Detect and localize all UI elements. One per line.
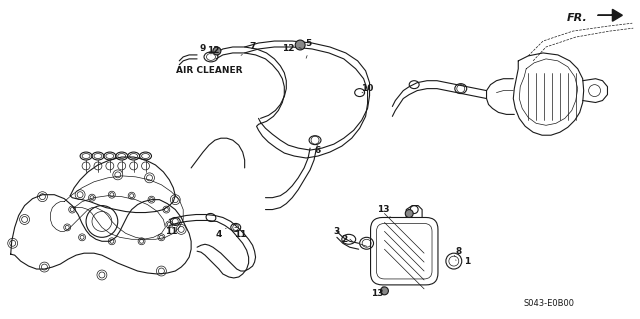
Text: 4: 4 [216, 230, 222, 239]
Text: 5: 5 [305, 39, 311, 48]
Text: 12: 12 [207, 47, 219, 56]
Text: 13: 13 [377, 205, 390, 214]
Text: 11: 11 [165, 227, 177, 236]
Text: 3: 3 [333, 227, 340, 236]
Text: 1: 1 [463, 256, 470, 266]
Text: AIR CLEANER: AIR CLEANER [176, 66, 243, 75]
Text: 8: 8 [456, 247, 462, 256]
Text: 2: 2 [342, 235, 348, 244]
Text: FR.: FR. [567, 13, 588, 23]
Circle shape [405, 210, 413, 218]
Text: S043-E0B00: S043-E0B00 [524, 299, 574, 308]
Text: 12: 12 [282, 44, 294, 54]
Circle shape [213, 47, 221, 55]
Text: 7: 7 [250, 42, 256, 51]
Text: 10: 10 [362, 84, 374, 93]
Text: 13: 13 [371, 289, 384, 298]
Circle shape [380, 287, 388, 295]
Text: 9: 9 [200, 44, 206, 54]
Text: 6: 6 [315, 145, 321, 155]
Polygon shape [598, 9, 622, 21]
Text: 11: 11 [234, 230, 247, 239]
Circle shape [295, 40, 305, 50]
